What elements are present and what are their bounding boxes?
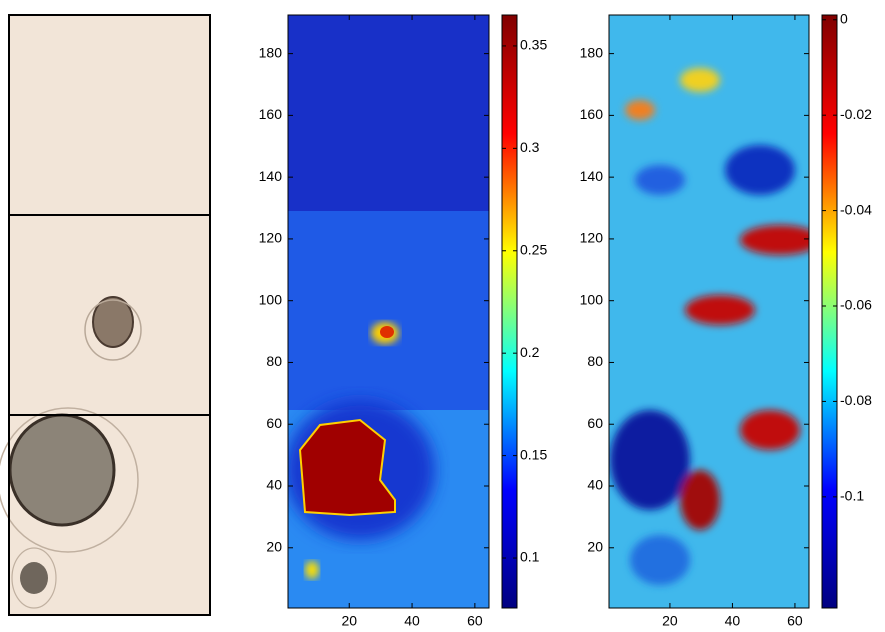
y-tick-label: 180 (580, 44, 604, 60)
colorbar (821, 14, 838, 609)
y-tick-label: 160 (259, 106, 283, 122)
y-tick-label: 180 (259, 44, 283, 60)
y-tick-label: 80 (587, 353, 603, 369)
x-tick-label: 60 (467, 613, 483, 629)
colorbar-tick-label: 0.15 (520, 446, 547, 462)
y-tick-label: 20 (266, 538, 282, 554)
colorbar-tick-label: 0.25 (520, 241, 547, 257)
axes-box (287, 14, 490, 609)
y-tick-label: 80 (266, 353, 282, 369)
axes-box (608, 14, 810, 609)
colorbar-tick-label: 0.2 (520, 344, 540, 360)
y-tick-label: 40 (266, 477, 282, 493)
y-tick-label: 60 (266, 415, 282, 431)
colorbar-tick-label: 0 (840, 10, 848, 26)
y-tick-label: 100 (259, 291, 283, 307)
y-tick-label: 140 (580, 168, 604, 184)
colorbar-tick-label: -0.1 (840, 488, 864, 504)
y-tick-label: 40 (587, 477, 603, 493)
x-tick-label: 40 (725, 613, 741, 629)
y-tick-label: 20 (587, 538, 603, 554)
y-tick-label: 120 (259, 230, 283, 246)
colorbar-tick-label: -0.06 (840, 297, 872, 313)
colorbar-tick-label: 0.35 (520, 37, 547, 53)
colorbar (501, 14, 518, 609)
colorbar-tick-label: 0.3 (520, 139, 540, 155)
y-tick-label: 120 (580, 230, 604, 246)
heatmap-image (288, 15, 489, 608)
colorbar-tick-label: -0.02 (840, 106, 872, 122)
y-tick-label: 160 (580, 106, 604, 122)
x-tick-label: 60 (787, 613, 803, 629)
y-tick-label: 60 (587, 415, 603, 431)
colorbar-tick-label: -0.08 (840, 392, 872, 408)
heatmap-image (609, 15, 809, 608)
y-tick-label: 140 (259, 168, 283, 184)
x-tick-label: 20 (341, 613, 357, 629)
x-tick-label: 20 (662, 613, 678, 629)
colorbar-tick-label: 0.1 (520, 549, 540, 565)
x-tick-label: 40 (404, 613, 420, 629)
y-tick-label: 100 (580, 291, 604, 307)
photo-panel (0, 14, 211, 616)
colorbar-tick-label: -0.04 (840, 201, 872, 217)
